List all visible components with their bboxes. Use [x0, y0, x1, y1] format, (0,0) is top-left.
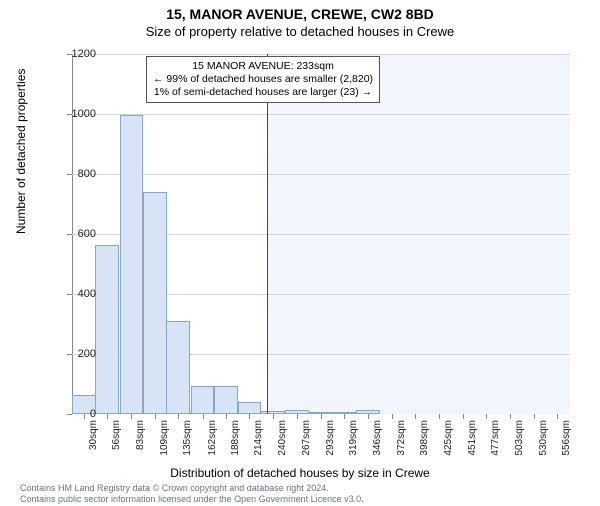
gridline: [72, 114, 570, 115]
chart-area: [72, 54, 570, 414]
histogram-bar: [120, 115, 144, 414]
x-tick: [486, 414, 487, 419]
x-tick-label: 398sqm: [419, 420, 430, 456]
property-marker-line: [267, 54, 268, 414]
x-tick-label: 56sqm: [111, 420, 122, 450]
x-tick-label: 319sqm: [348, 420, 359, 456]
histogram-bar: [166, 321, 190, 414]
gridline: [72, 174, 570, 175]
x-tick-label: 30sqm: [88, 420, 99, 450]
x-tick-label: 188sqm: [230, 420, 241, 456]
histogram-bar: [191, 386, 215, 415]
histogram-bar: [143, 192, 167, 414]
attribution-footer: Contains HM Land Registry data © Crown c…: [20, 483, 364, 504]
x-tick: [510, 414, 511, 419]
x-tick: [273, 414, 274, 419]
gridline: [72, 54, 570, 55]
x-tick-label: 477sqm: [490, 420, 501, 456]
x-tick: [107, 414, 108, 419]
x-tick-label: 372sqm: [396, 420, 407, 456]
histogram-bar: [238, 402, 262, 414]
x-tick-label: 240sqm: [277, 420, 288, 456]
x-tick-label: 162sqm: [207, 420, 218, 456]
x-axis-label: Distribution of detached houses by size …: [0, 466, 600, 480]
x-tick: [392, 414, 393, 419]
x-tick-label: 451sqm: [467, 420, 478, 456]
histogram-bar: [214, 386, 238, 415]
x-tick-label: 346sqm: [372, 420, 383, 456]
y-tick-label: 200: [78, 348, 96, 360]
x-tick-label: 83sqm: [135, 420, 146, 450]
footer-line: Contains HM Land Registry data © Crown c…: [20, 483, 364, 493]
x-tick: [84, 414, 85, 419]
x-tick: [155, 414, 156, 419]
y-tick: [67, 174, 72, 175]
x-tick: [297, 414, 298, 419]
y-tick-label: 0: [90, 408, 96, 420]
y-tick: [67, 234, 72, 235]
x-tick-label: 503sqm: [514, 420, 525, 456]
x-tick-label: 530sqm: [538, 420, 549, 456]
annotation-line: ← 99% of detached houses are smaller (2,…: [153, 73, 373, 86]
footer-line: Contains public sector information licen…: [20, 494, 364, 504]
x-tick-label: 293sqm: [325, 420, 336, 456]
annotation-line: 1% of semi-detached houses are larger (2…: [153, 86, 373, 99]
y-axis-label: Number of detached properties: [14, 69, 28, 234]
x-tick: [321, 414, 322, 419]
y-tick-label: 1000: [72, 108, 96, 120]
y-tick: [67, 414, 72, 415]
x-tick: [534, 414, 535, 419]
x-tick: [131, 414, 132, 419]
y-tick-label: 800: [78, 168, 96, 180]
x-tick: [344, 414, 345, 419]
annotation-line: 15 MANOR AVENUE: 233sqm: [153, 60, 373, 73]
page-subtitle: Size of property relative to detached ho…: [0, 24, 600, 39]
page-title: 15, MANOR AVENUE, CREWE, CW2 8BD: [0, 6, 600, 22]
x-tick: [368, 414, 369, 419]
x-tick: [178, 414, 179, 419]
x-tick: [415, 414, 416, 419]
x-tick: [203, 414, 204, 419]
x-tick: [557, 414, 558, 419]
y-tick-label: 1200: [72, 48, 96, 60]
histogram-bar: [95, 245, 119, 415]
x-tick: [249, 414, 250, 419]
y-tick-label: 400: [78, 288, 96, 300]
y-tick-label: 600: [78, 228, 96, 240]
x-tick-label: 109sqm: [159, 420, 170, 456]
x-tick-label: 214sqm: [253, 420, 264, 456]
x-tick: [463, 414, 464, 419]
y-tick: [67, 354, 72, 355]
x-tick-label: 135sqm: [182, 420, 193, 456]
x-tick-label: 267sqm: [301, 420, 312, 456]
x-tick-label: 556sqm: [561, 420, 572, 456]
x-tick-label: 425sqm: [443, 420, 454, 456]
x-tick: [226, 414, 227, 419]
y-tick: [67, 294, 72, 295]
x-tick: [439, 414, 440, 419]
annotation-box: 15 MANOR AVENUE: 233sqm← 99% of detached…: [146, 56, 380, 103]
